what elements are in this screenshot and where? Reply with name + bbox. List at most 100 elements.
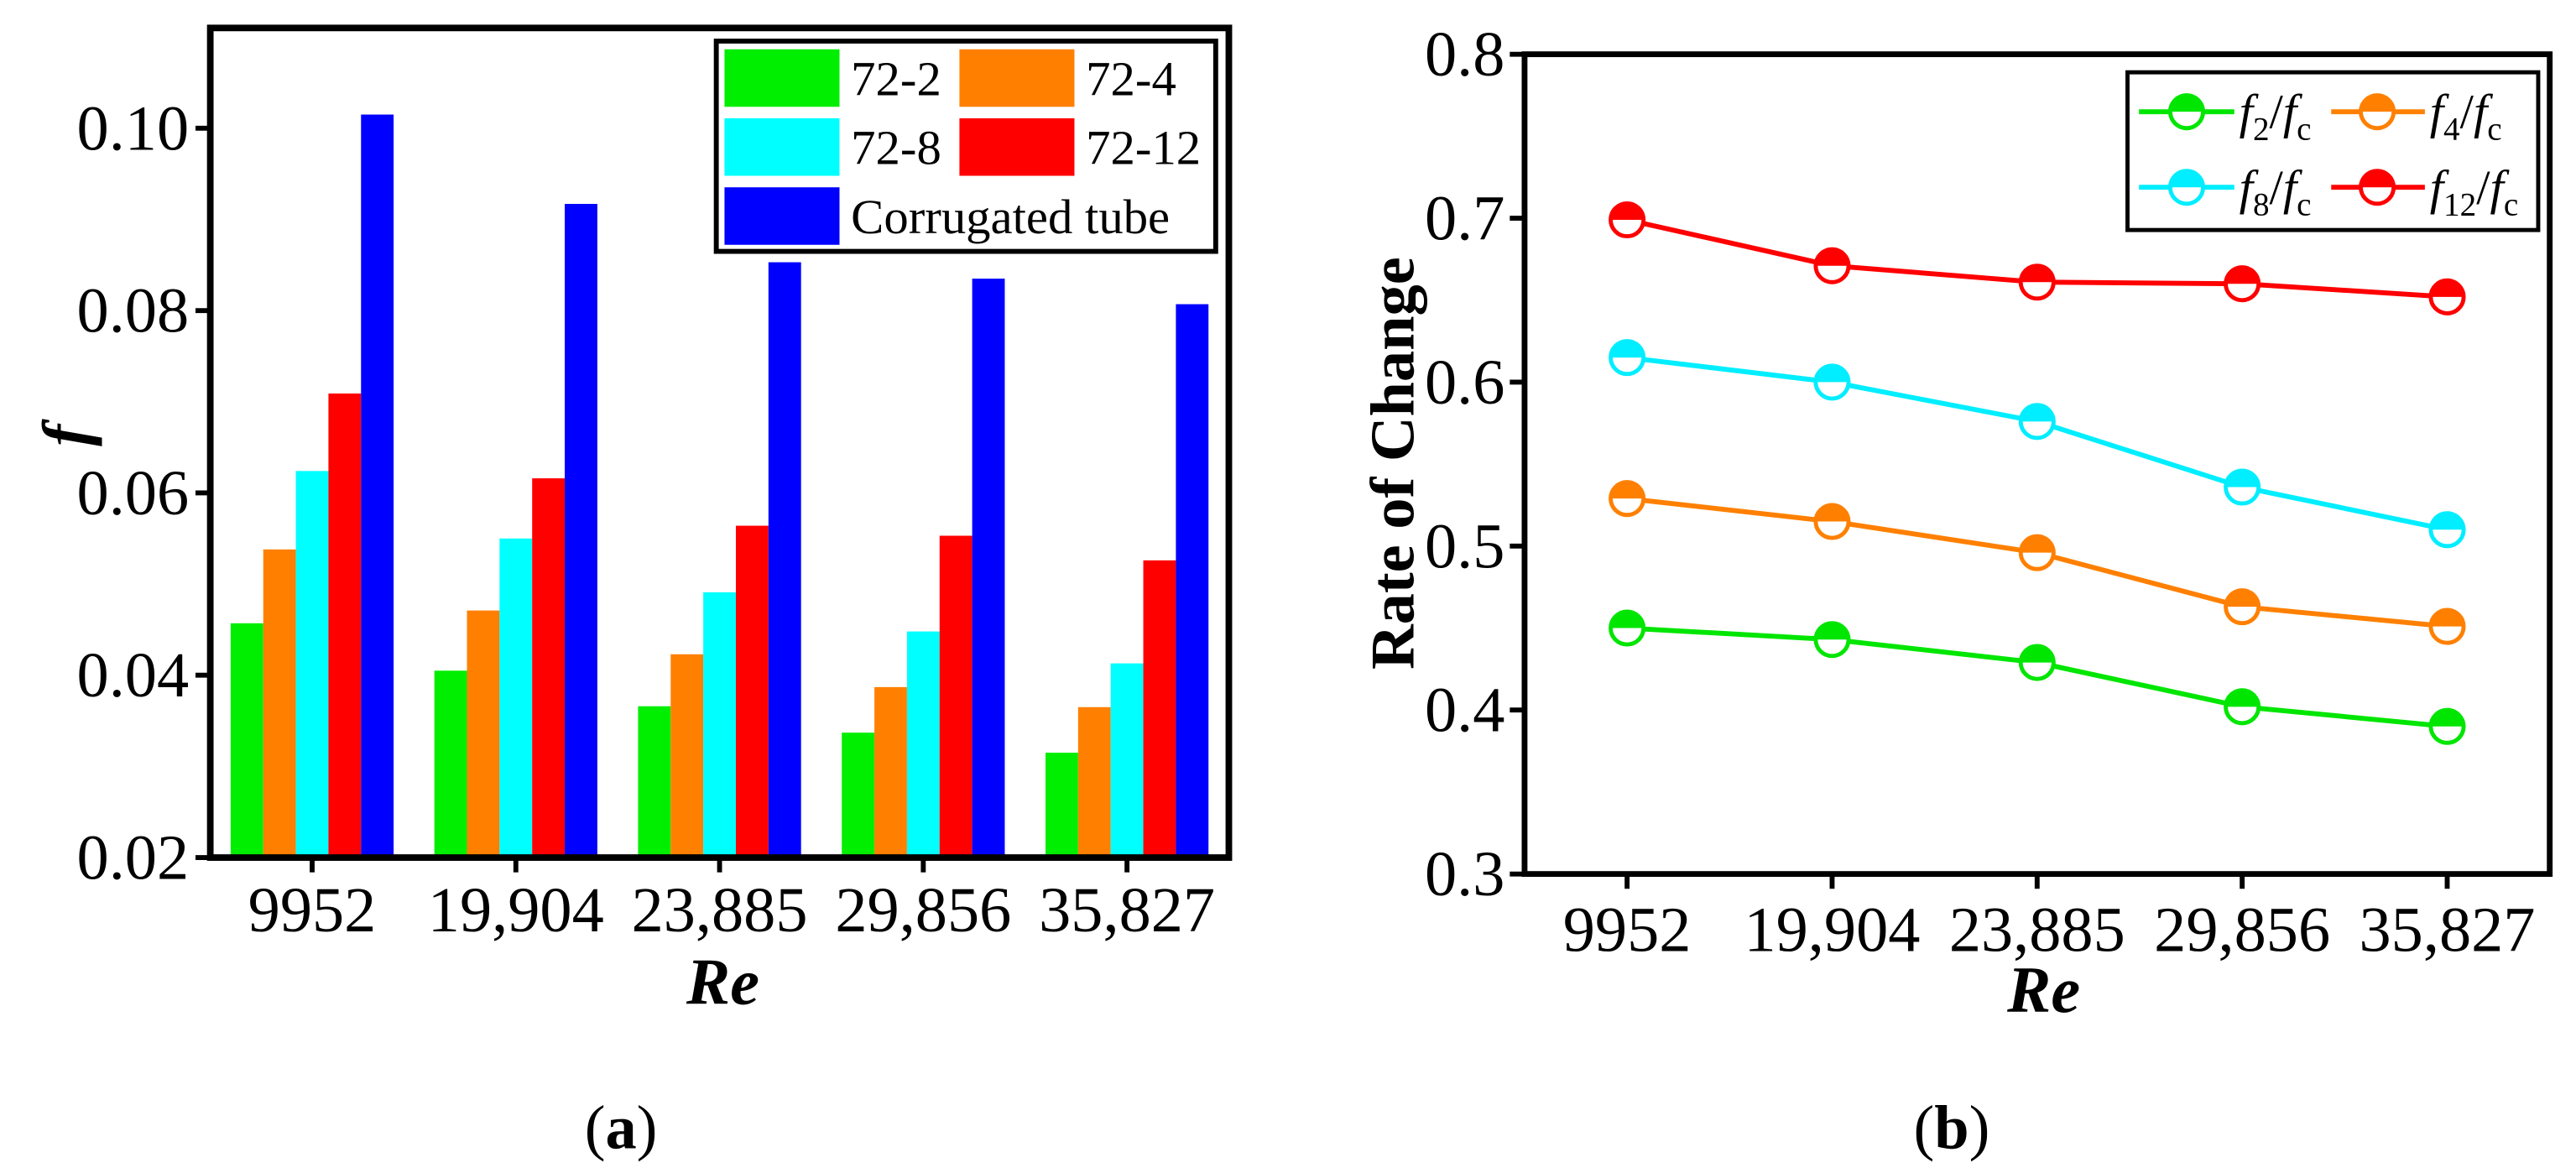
bar-72-4-23-885 (670, 654, 704, 858)
x-tick-label: 19,904 (428, 874, 604, 946)
marker-fill (2360, 170, 2394, 188)
point-f8-fc-29-856 (2224, 468, 2261, 506)
marker-fill (2225, 267, 2259, 284)
y-tick-label: 0.02 (77, 822, 190, 894)
caption-open-paren: ( (1914, 1094, 1935, 1163)
x-tick-label: 23,885 (1949, 894, 2125, 966)
legend-swatch (959, 49, 1075, 107)
bar-72-12-23-885 (735, 525, 769, 858)
bar-72-2-23-885 (638, 706, 671, 858)
bar-corrugated-tube-9952 (361, 114, 394, 858)
y-tick-label: 0.7 (1425, 183, 1504, 254)
label-subscript: 12 (2443, 187, 2476, 223)
marker-fill (2430, 280, 2464, 297)
bar-72-8-23-885 (703, 592, 736, 858)
bar-72-12-9952 (328, 394, 362, 858)
panel-b-y-axis-title: Rate of Change (1358, 257, 1427, 670)
caption-close-paren: ) (637, 1094, 658, 1163)
marker-fill (2170, 95, 2203, 112)
x-tick-label: 19,904 (1744, 894, 1920, 966)
legend-swatch (724, 49, 840, 107)
point-f8-fc-23-885 (2018, 403, 2056, 441)
marker-fill (2430, 609, 2464, 627)
bar-corrugated-tube-29-856 (972, 279, 1005, 858)
y-tick-label: 0.5 (1425, 510, 1504, 581)
panel-a-caption: (a) (585, 1094, 658, 1163)
panel-b-caption: (b) (1914, 1094, 1990, 1163)
bar-72-2-29-856 (842, 732, 875, 858)
x-tick-label: 35,827 (2360, 894, 2536, 966)
x-tick-label: 29,856 (2154, 894, 2330, 966)
point-f12-fc-9952 (1609, 201, 1646, 239)
point-f2-fc-19-904 (1813, 621, 1851, 659)
bar-72-8-9952 (295, 471, 329, 858)
legend-item-f8-fc: f8/fc (2139, 160, 2312, 223)
legend-label: 72-8 (851, 121, 941, 175)
y-tick-label: 0.4 (1425, 675, 1504, 746)
x-tick-label: 23,885 (632, 874, 808, 946)
x-tick-label: 29,856 (835, 874, 1011, 946)
legend-item-72-12: 72-12 (959, 117, 1201, 176)
label-subscript-denominator: c (2297, 111, 2311, 147)
bar-72-12-29-856 (939, 535, 973, 858)
panel-a-x-axis-title: Re (686, 945, 759, 1018)
panel-a-bar-chart: 0.02 0.04 0.06 0.08 0.10 9952 19,904 23,885 29,… (29, 24, 1233, 1163)
marker-fill (2021, 536, 2054, 553)
bar-72-8-35-827 (1110, 663, 1144, 858)
legend-item-72-8: 72-8 (724, 117, 941, 176)
legend-swatch (724, 117, 840, 176)
legend-swatch (724, 187, 840, 245)
y-tick-label: 0.10 (77, 92, 190, 164)
label-subscript-denominator: c (2487, 111, 2501, 147)
panel-b-x-axis-title: Re (2006, 953, 2080, 1026)
bar-72-4-29-856 (874, 686, 907, 858)
legend-label: 72-12 (1086, 121, 1201, 175)
marker-fill (1815, 504, 1849, 522)
point-f4-fc-19-904 (1813, 503, 1851, 540)
x-tick-label: 35,827 (1039, 874, 1215, 946)
bar-72-4-19-904 (467, 610, 500, 858)
marker-fill (1610, 611, 1644, 628)
y-tick-label: 0.08 (77, 275, 190, 347)
point-f12-fc-29-856 (2224, 265, 2261, 303)
point-f12-fc-19-904 (1813, 247, 1851, 284)
marker-fill (1610, 482, 1644, 499)
point-f8-fc-9952 (1609, 339, 1646, 377)
label-separator: / (2476, 160, 2490, 215)
panel-b-y-axis: 0.3 0.4 0.5 0.6 0.7 0.8 (1425, 18, 1525, 910)
legend-marker (2167, 93, 2206, 131)
label-separator: / (2270, 160, 2284, 215)
marker-fill (2225, 590, 2259, 607)
panel-b-line-chart: 0.3 0.4 0.5 0.6 0.7 0.8 9952 19,904 23,885 29,85… (1358, 18, 2553, 1163)
bar-72-8-29-856 (906, 631, 940, 858)
legend-label: Corrugated tube (851, 190, 1170, 244)
marker-fill (2360, 95, 2394, 112)
marker-fill (1610, 203, 1644, 220)
point-f12-fc-35-827 (2428, 278, 2466, 315)
marker-fill (2225, 470, 2259, 487)
legend-item-f2-fc: f2/fc (2139, 85, 2312, 147)
series-f12-fc (1609, 201, 2466, 315)
legend-label: 72-4 (1086, 52, 1176, 107)
panel-b-series (1609, 201, 2466, 745)
label-subscript-denominator: c (2504, 187, 2518, 223)
legend-marker (2167, 169, 2206, 206)
marker-fill (1815, 623, 1849, 640)
label-subscript: 2 (2253, 111, 2270, 147)
legend-marker (2359, 169, 2396, 206)
point-f4-fc-35-827 (2428, 607, 2466, 645)
marker-fill (2170, 170, 2203, 188)
series-f4-fc (1609, 480, 2466, 645)
marker-fill (1610, 341, 1644, 358)
point-f8-fc-35-827 (2428, 511, 2466, 549)
bar-72-4-35-827 (1077, 706, 1111, 858)
bar-72-4-9952 (263, 549, 296, 858)
legend-marker (2359, 93, 2396, 131)
y-tick-label: 0.06 (77, 457, 190, 529)
point-f2-fc-23-885 (2018, 644, 2056, 681)
caption-letter: a (605, 1094, 636, 1163)
marker-fill (1815, 249, 1849, 266)
point-f2-fc-35-827 (2428, 707, 2466, 745)
